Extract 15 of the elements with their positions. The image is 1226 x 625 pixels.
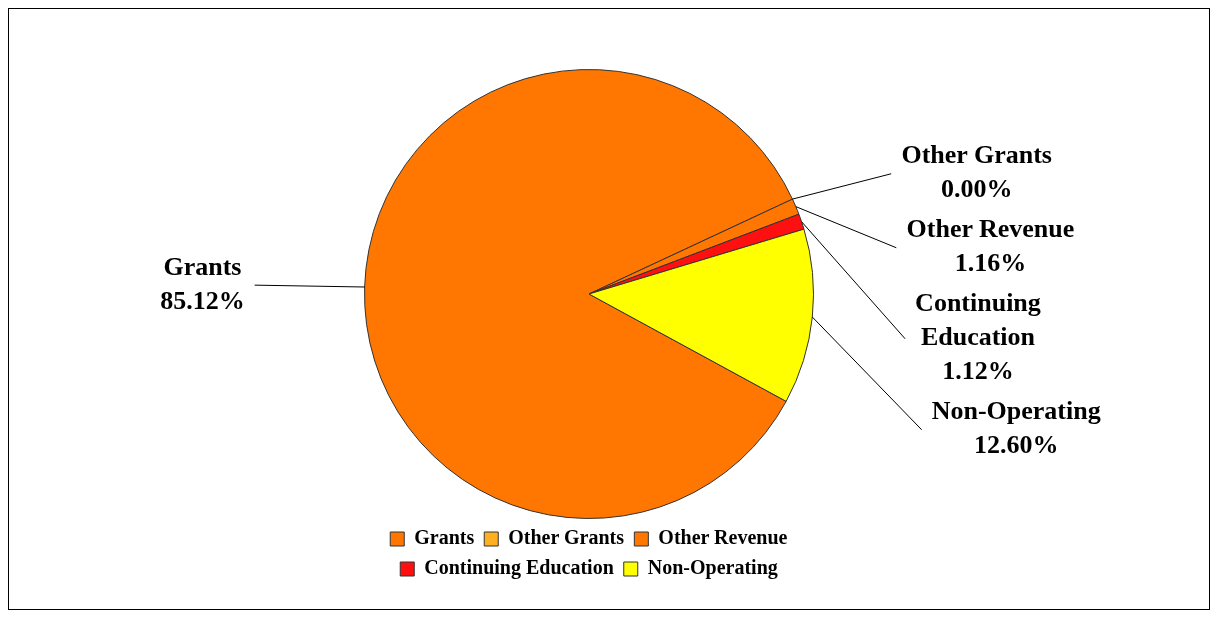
legend-label: Non-Operating xyxy=(647,556,778,580)
text: 0.00% xyxy=(940,174,1013,204)
data-label: 1.16% xyxy=(954,248,1027,278)
legend-label: Continuing Education xyxy=(424,556,614,580)
legend-label: Grants xyxy=(414,526,475,549)
slice-label: Grants xyxy=(163,251,242,281)
legend-label: Other Revenue xyxy=(658,526,788,549)
slice-label: Other Revenue xyxy=(906,214,1075,244)
slice-label: Continuing Education xyxy=(915,288,1041,352)
category-label: Other Grants xyxy=(901,140,1052,170)
data-label: 12.60% xyxy=(973,430,1059,460)
legend-label: Other Grants xyxy=(508,526,625,549)
data-label: 85.12% xyxy=(160,285,245,315)
slice-label: Non-Operating xyxy=(931,396,1101,426)
data-label: 1.12% xyxy=(942,356,1014,386)
